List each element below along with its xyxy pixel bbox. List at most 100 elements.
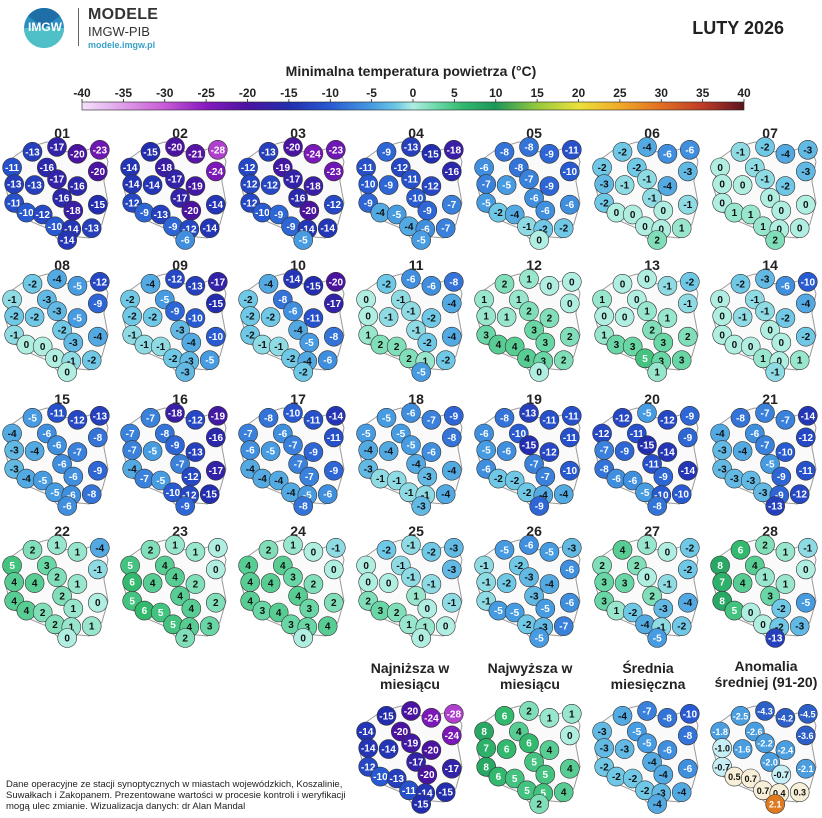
station-value: 0	[661, 206, 667, 217]
station-marker	[760, 752, 780, 772]
station-value: -7	[128, 446, 137, 457]
station-marker	[775, 275, 796, 296]
station-marker	[740, 768, 761, 789]
station-value: -3	[683, 167, 692, 178]
station-value: -11	[5, 163, 19, 174]
station-value: -12	[182, 491, 197, 502]
station-marker	[524, 752, 544, 772]
station-value: -15	[424, 149, 439, 160]
station-marker	[52, 454, 72, 474]
station-value: -17	[173, 193, 188, 204]
station-value: -5	[653, 634, 662, 645]
station-value: -3	[659, 604, 668, 615]
station-value: -4	[95, 543, 104, 554]
station-marker	[642, 188, 662, 208]
station-value: -8	[653, 502, 662, 513]
station-marker	[208, 537, 228, 558]
station-value: -10	[209, 332, 224, 343]
day-label: 03	[290, 125, 306, 141]
station-marker	[293, 230, 314, 250]
station-marker	[283, 435, 303, 456]
station-value: -4	[653, 800, 662, 811]
station-value: -5	[303, 491, 312, 502]
station-value: 3	[44, 561, 50, 572]
station-marker	[47, 567, 67, 588]
station-value: -2	[628, 608, 637, 619]
station-value: -5	[545, 547, 554, 558]
station-value: -9	[93, 299, 102, 310]
station-value: 2	[148, 545, 154, 556]
station-value: -5	[205, 356, 214, 367]
station-marker	[561, 405, 582, 426]
station-marker	[441, 427, 462, 448]
station-value: -2	[423, 338, 432, 349]
day-label: 28	[762, 523, 778, 539]
station-value: -15	[202, 490, 217, 501]
station-marker	[504, 336, 525, 357]
station-marker	[303, 144, 324, 164]
station-value: 3	[622, 579, 628, 590]
station-value: 0	[717, 163, 723, 174]
station-marker	[657, 442, 678, 462]
station-value: 2	[213, 598, 219, 609]
station-value: -2	[441, 356, 450, 367]
station-value: -4	[364, 446, 373, 457]
station-marker	[677, 326, 698, 347]
station-value: -19	[404, 739, 419, 750]
station-value: 1	[783, 547, 789, 558]
station-marker	[614, 441, 635, 461]
station-marker	[612, 407, 633, 428]
station-marker	[376, 407, 397, 428]
station-value: -23	[329, 145, 344, 156]
station-value: -12	[35, 210, 50, 221]
station-value: -7	[441, 224, 450, 235]
station-value: 0	[719, 180, 725, 191]
station-marker	[755, 403, 775, 423]
station-value: 0	[779, 206, 785, 217]
station-marker	[206, 427, 226, 448]
stat-title-min: Najniższa w miesiącu	[370, 660, 450, 692]
station-value: -13	[153, 210, 168, 221]
station-marker	[24, 307, 45, 327]
station-value: 0	[717, 295, 723, 306]
station-marker	[657, 541, 678, 562]
station-marker	[775, 144, 796, 164]
station-value: -12	[70, 415, 85, 426]
station-value: -10	[255, 208, 270, 219]
station-marker	[303, 275, 324, 296]
station-value: -3	[746, 476, 755, 487]
colorbar-tick-label: -30	[156, 86, 174, 100]
station-marker	[208, 140, 228, 160]
station-value: -4	[128, 464, 137, 475]
station-value: -12	[542, 448, 557, 459]
station-value: -2	[600, 198, 609, 209]
station-value: 0	[386, 579, 392, 590]
station-marker	[199, 350, 220, 371]
station-value: -2	[612, 772, 621, 783]
station-marker	[142, 307, 163, 327]
station-value: -5	[362, 429, 371, 440]
station-marker	[165, 435, 185, 456]
station-marker	[760, 586, 780, 606]
station-marker	[496, 307, 517, 327]
station-value: -19	[211, 411, 226, 422]
station-marker	[622, 336, 643, 357]
station-marker	[657, 275, 678, 296]
station-value: -9	[382, 147, 391, 158]
brand-url[interactable]: modele.imgw.pl	[88, 40, 156, 50]
station-value: -7	[146, 413, 155, 424]
day-label: 22	[54, 523, 70, 539]
station-value: -11	[402, 786, 416, 797]
station-value: -6	[427, 448, 436, 459]
station-value: 4	[162, 561, 168, 572]
stat-title-anom: Anomalia średniej (91-20)	[714, 658, 818, 690]
station-value: -3	[803, 145, 812, 156]
colorbar: -40 -35 -30 -25 -20 -15 -10 -5 0 5 10 15 20 25 30 35 40	[73, 86, 751, 111]
day-map-14: 14-2 -3-6 -100 -1 -40 -1-1-20 00 0 0-21 0 1-1	[710, 257, 818, 382]
station-value: -3	[423, 472, 432, 483]
station-marker	[755, 535, 775, 555]
station-value: -10	[563, 167, 578, 178]
station-value: -15	[306, 281, 321, 292]
station-marker	[559, 161, 580, 182]
